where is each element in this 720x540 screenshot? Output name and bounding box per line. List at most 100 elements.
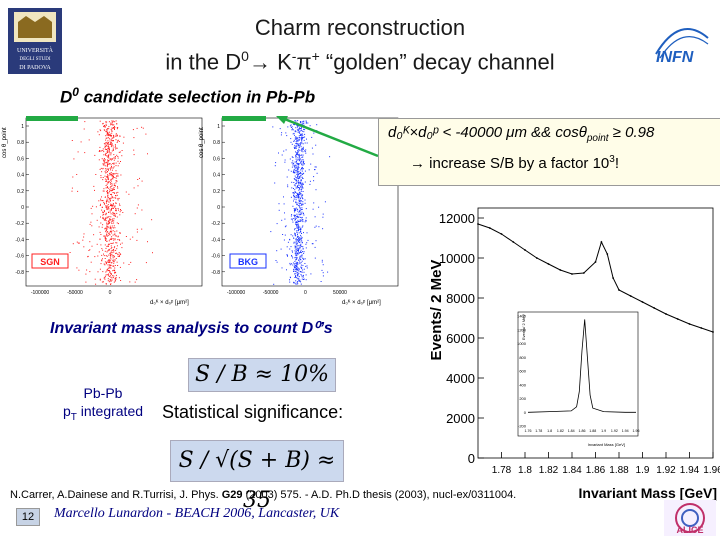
scatter-point — [110, 193, 112, 195]
scatter-point — [300, 130, 302, 132]
scatter-point — [298, 195, 300, 197]
scatter-point — [292, 221, 294, 223]
y-tick-label: 0.6 — [213, 156, 220, 162]
scatter-point — [104, 228, 106, 230]
scatter-point — [77, 151, 79, 153]
y-tick-label: 0.2 — [213, 189, 220, 195]
scatter-point — [296, 125, 298, 127]
scatter-point — [108, 149, 110, 151]
scatter-point — [312, 208, 314, 210]
scatter-point — [302, 187, 304, 189]
scatter-point — [302, 168, 304, 170]
scatter-point — [111, 142, 112, 144]
scatter-point — [99, 129, 101, 131]
scatter-point — [298, 252, 300, 254]
scatter-point — [104, 159, 106, 161]
scatter-point — [299, 158, 301, 160]
scatter-point — [111, 236, 113, 238]
scatter-point — [297, 139, 299, 141]
scatter-point — [302, 143, 304, 145]
inset-y-tick-label: 0 — [524, 410, 527, 415]
scatter-point — [102, 216, 104, 218]
mass-data-point — [653, 307, 656, 309]
scatter-point — [84, 152, 86, 154]
y-tick-label: -0.6 — [211, 254, 220, 260]
scatter-point — [111, 190, 112, 192]
scatter-point — [141, 209, 143, 211]
inset-x-tick-label: 1.84 — [568, 429, 575, 433]
scatter-point — [300, 281, 302, 283]
signal-x-ticks: -100000 -50000 0 — [31, 290, 112, 296]
scatter-point — [297, 154, 299, 156]
scatter-point — [300, 264, 302, 266]
scatter-point — [298, 189, 300, 191]
scatter-point — [106, 206, 108, 208]
scatter-point — [98, 200, 100, 202]
scatter-point — [301, 213, 303, 215]
scatter-point — [102, 281, 104, 283]
scatter-point — [109, 267, 111, 269]
scatter-point — [107, 181, 109, 183]
scatter-point — [298, 146, 300, 148]
scatter-point — [109, 140, 111, 142]
scatter-point — [108, 169, 109, 171]
scatter-point — [110, 134, 112, 136]
scatter-point — [110, 213, 112, 215]
scatter-point — [296, 261, 298, 263]
scatter-point — [109, 228, 111, 229]
scatter-point — [137, 185, 139, 187]
scatter-point — [108, 144, 109, 146]
scatter-point — [294, 192, 296, 193]
scatter-point — [108, 260, 110, 262]
scatter-point — [112, 204, 114, 206]
scatter-point — [121, 150, 123, 151]
scatter-point — [105, 206, 107, 208]
scatter-point — [107, 164, 108, 166]
inset-x-tick-label: 1.82 — [557, 429, 564, 433]
scatter-point — [311, 147, 313, 149]
scatter-point — [110, 167, 112, 169]
scatter-point — [109, 163, 111, 164]
scatter-point — [293, 210, 295, 212]
scatter-point — [303, 128, 304, 130]
scatter-point — [315, 166, 317, 168]
scatter-point — [102, 218, 104, 220]
scatter-point — [103, 164, 105, 166]
scatter-point — [115, 209, 117, 211]
scatter-point — [105, 121, 107, 123]
scatter-point — [108, 201, 110, 203]
scatter-point — [293, 170, 294, 172]
scatter-point — [107, 216, 109, 218]
scatter-point — [299, 158, 301, 160]
scatter-point — [287, 184, 289, 186]
scatter-point — [108, 150, 110, 152]
scatter-point — [295, 164, 297, 166]
scatter-point — [300, 173, 302, 174]
scatter-point — [112, 147, 114, 149]
scatter-point — [289, 248, 291, 250]
scatter-point — [105, 219, 106, 221]
scatter-point — [284, 212, 285, 214]
scatter-point — [108, 148, 110, 150]
scatter-point — [304, 136, 306, 138]
scatter-point — [301, 276, 303, 278]
scatter-point — [303, 232, 304, 234]
scatter-point — [298, 249, 300, 250]
scatter-point — [296, 281, 298, 283]
scatter-point — [136, 228, 138, 230]
scatter-point — [296, 160, 297, 162]
scatter-point — [298, 160, 300, 162]
scatter-point — [305, 120, 307, 122]
scatter-point — [106, 241, 108, 242]
scatter-point — [107, 200, 109, 202]
scatter-point — [281, 132, 283, 134]
scatter-point — [113, 183, 115, 185]
callout-arrow — [276, 116, 379, 158]
scatter-point — [105, 187, 107, 189]
scatter-point — [108, 181, 110, 183]
scatter-point — [300, 229, 302, 231]
scatter-point — [301, 246, 303, 247]
scatter-point — [300, 271, 301, 272]
scatter-point — [114, 144, 116, 146]
scatter-point — [114, 259, 116, 261]
